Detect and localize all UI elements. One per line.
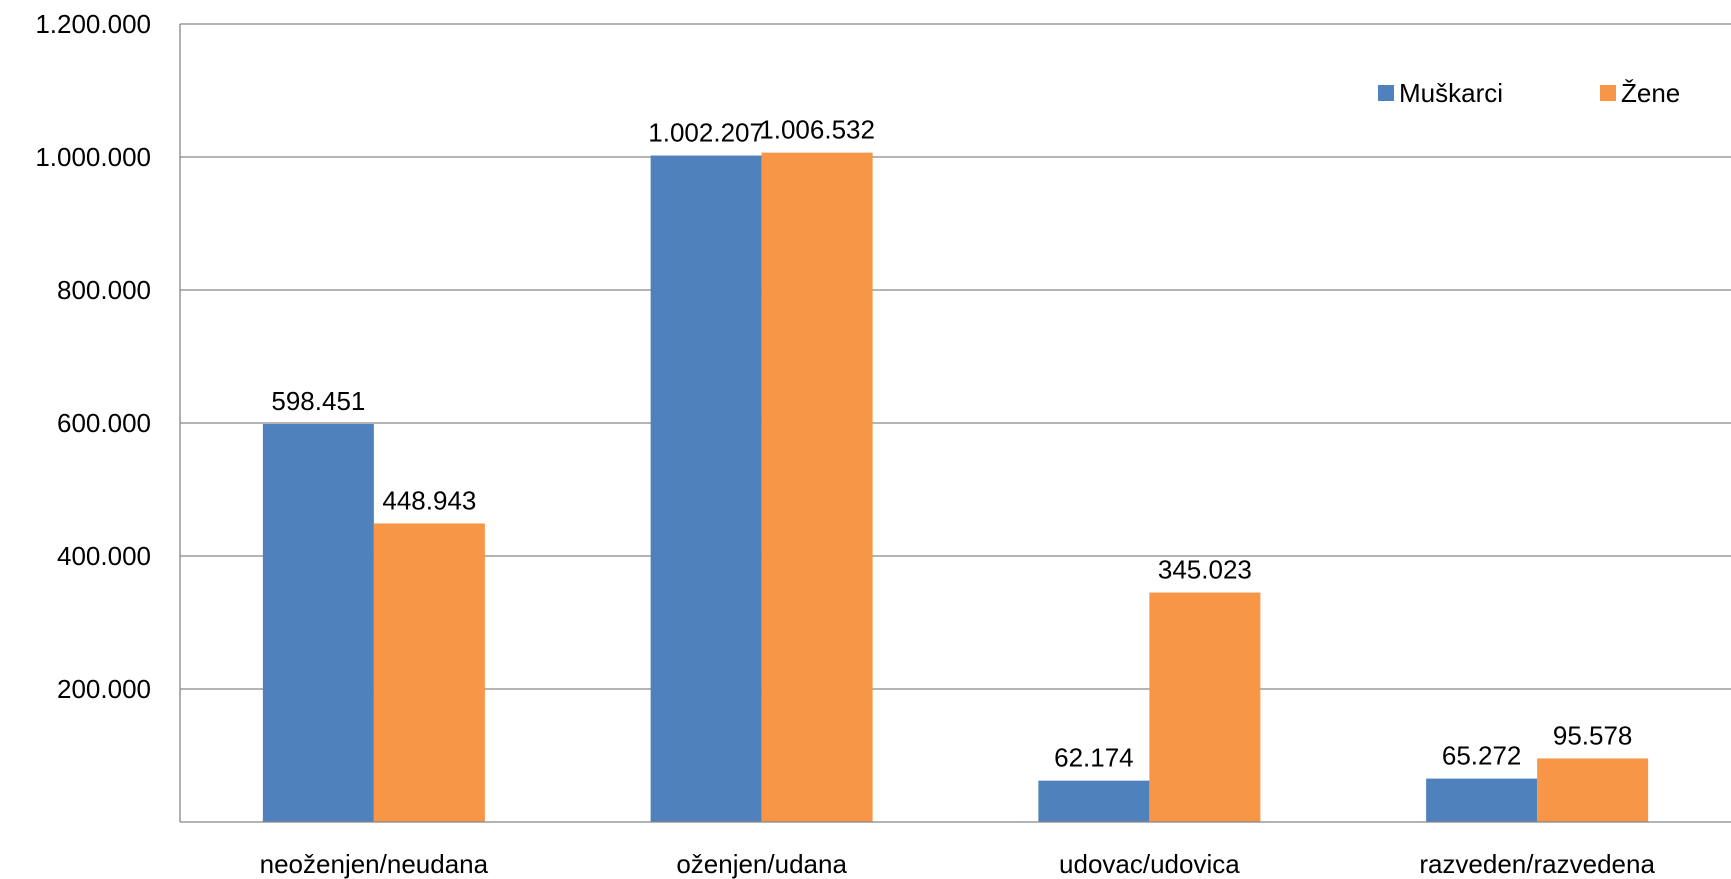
y-tick-label: 1.000.000 xyxy=(35,142,151,172)
bar-zene xyxy=(761,152,873,822)
y-tick-label: 400.000 xyxy=(57,541,151,571)
data-label: 1.006.532 xyxy=(759,115,875,145)
data-label: 448.943 xyxy=(382,485,476,515)
legend-swatch xyxy=(1378,85,1394,101)
data-label: 598.451 xyxy=(271,386,365,416)
y-tick-label: 600.000 xyxy=(57,408,151,438)
axes: 200.000 400.000 600.000 800.000 1.000.000 1.2… xyxy=(35,9,1731,879)
data-label: 65.272 xyxy=(1442,741,1522,771)
x-tick-label: neoženjen/neudana xyxy=(260,849,489,879)
bar-zene xyxy=(373,523,485,822)
x-tick-label: oženjen/udana xyxy=(676,849,847,879)
x-tick-label: razveden/razvedena xyxy=(1419,849,1655,879)
y-tick-label: 800.000 xyxy=(57,275,151,305)
legend: Muškarci Žene xyxy=(1378,78,1680,108)
bar-zene xyxy=(1537,758,1649,822)
data-label: 95.578 xyxy=(1553,720,1633,750)
legend-label: Muškarci xyxy=(1399,78,1503,108)
legend-label: Žene xyxy=(1621,78,1680,108)
data-label: 1.002.207 xyxy=(648,118,764,148)
data-label: 62.174 xyxy=(1054,743,1134,773)
y-tick-label: 1.200.000 xyxy=(35,9,151,39)
data-label: 345.023 xyxy=(1158,555,1252,585)
x-tick-label: udovac/udovica xyxy=(1059,849,1240,879)
legend-swatch xyxy=(1600,85,1616,101)
bar-muskarci xyxy=(650,155,762,822)
bars xyxy=(262,152,1649,822)
bar-muskarci xyxy=(1038,780,1150,822)
bar-muskarci xyxy=(262,424,374,822)
y-tick-label: 200.000 xyxy=(57,674,151,704)
bar-zene xyxy=(1149,592,1261,822)
bar-muskarci xyxy=(1426,778,1538,822)
